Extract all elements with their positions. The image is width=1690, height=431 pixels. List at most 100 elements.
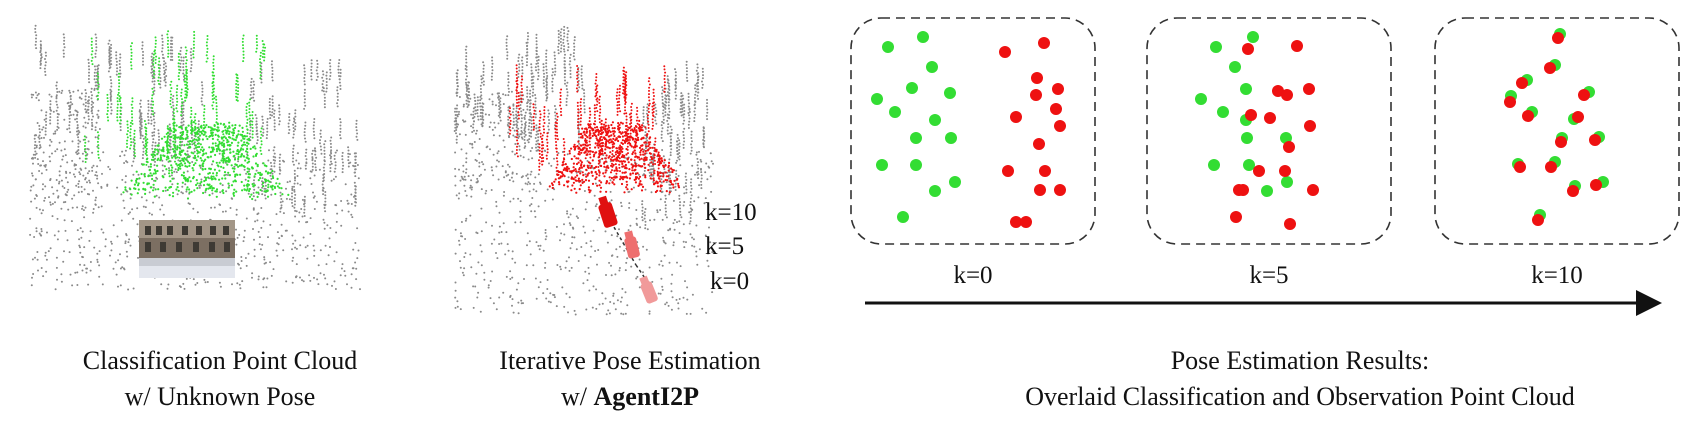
scene-point: [623, 249, 626, 252]
scene-point: [355, 155, 357, 158]
classification-point: [251, 120, 254, 123]
classification-point: [144, 152, 147, 155]
scene-point: [554, 57, 556, 60]
scene-point: [292, 154, 294, 157]
scene-point: [670, 308, 673, 311]
classification-point: [145, 158, 148, 161]
observation-point: [624, 82, 627, 85]
classification-point: [203, 133, 206, 136]
scene-point: [71, 197, 74, 200]
classification-point: [169, 83, 172, 86]
scene-point: [96, 258, 99, 261]
scene-point: [158, 138, 160, 141]
scene-point: [594, 182, 597, 185]
observation-point: [556, 154, 559, 156]
scene-point: [60, 280, 63, 283]
scene-point: [517, 197, 520, 200]
classification-point: [226, 144, 229, 147]
scene-point: [641, 203, 644, 206]
scene-point: [268, 101, 271, 104]
scene-point: [269, 161, 272, 164]
classification-point: [215, 98, 218, 101]
scene-point: [69, 95, 72, 98]
classification-point: [211, 104, 214, 107]
scene-point: [511, 304, 513, 307]
scene-point: [100, 186, 103, 189]
scene-point: [554, 64, 557, 67]
scene-point: [685, 191, 688, 194]
observation-point: [630, 106, 633, 108]
scene-point: [664, 197, 667, 200]
scene-point: [191, 161, 194, 163]
scene-point: [334, 161, 337, 164]
scene-point: [644, 214, 646, 217]
scene-point: [336, 105, 339, 108]
classification-point: [248, 189, 251, 193]
classification-point: [185, 188, 188, 191]
classification-point: [162, 154, 165, 157]
scene-point: [255, 133, 258, 136]
scene-point: [36, 258, 39, 261]
classification-point: [256, 165, 259, 168]
classification-point: [194, 144, 197, 147]
scene-point: [702, 135, 705, 138]
observation-point: [579, 123, 582, 126]
scene-point: [119, 72, 122, 75]
scene-point: [529, 150, 532, 152]
classification-point: [183, 74, 186, 77]
scene-point: [523, 278, 525, 280]
scene-point: [180, 118, 183, 121]
classification-point: [146, 182, 149, 185]
scene-point: [42, 275, 45, 278]
classification-point: [188, 176, 191, 179]
scene-point: [624, 269, 627, 272]
scene-point: [322, 166, 325, 169]
classification-point: [203, 108, 206, 111]
scene-point: [553, 296, 556, 299]
scene-point: [529, 108, 532, 111]
scene-point: [260, 81, 263, 84]
scene-point: [553, 54, 556, 57]
observation-point: [604, 121, 607, 124]
scene-point: [351, 267, 354, 270]
scene-point: [663, 168, 666, 171]
classification-point: [185, 59, 188, 62]
scene-point: [71, 206, 74, 209]
classification-point: [228, 132, 231, 136]
classification-point: [183, 80, 186, 83]
classification-point: [222, 143, 225, 146]
classification-point: [158, 60, 161, 63]
classification-point: [160, 137, 164, 140]
scene-point: [589, 255, 592, 258]
scene-point: [641, 200, 644, 203]
classification-point: [215, 174, 218, 177]
scene-point: [654, 103, 657, 106]
scene-point: [298, 211, 301, 214]
scene-point: [46, 231, 48, 234]
classification-point: [179, 141, 182, 144]
scene-point: [635, 209, 638, 211]
observation-point: [575, 87, 578, 90]
scene-point: [38, 137, 41, 140]
scene-point: [306, 244, 309, 247]
scene-point: [650, 171, 652, 174]
scene-point: [293, 197, 296, 200]
scene-point: [654, 119, 657, 122]
classification-point: [190, 132, 193, 135]
scene-point: [508, 179, 511, 182]
scene-point: [200, 100, 203, 103]
scene-point: [523, 127, 526, 130]
scene-point: [689, 152, 692, 155]
scene-point: [138, 110, 141, 113]
classification-point: [241, 37, 244, 40]
scene-point: [185, 190, 188, 193]
scene-point: [165, 75, 168, 77]
classification-point: [172, 140, 175, 143]
classification-point: [175, 188, 178, 191]
scene-point: [334, 167, 337, 170]
scene-point: [123, 162, 126, 164]
scene-point: [269, 174, 272, 177]
scene-point: [527, 177, 529, 180]
scene-point: [159, 208, 162, 211]
scene-point: [498, 296, 501, 299]
